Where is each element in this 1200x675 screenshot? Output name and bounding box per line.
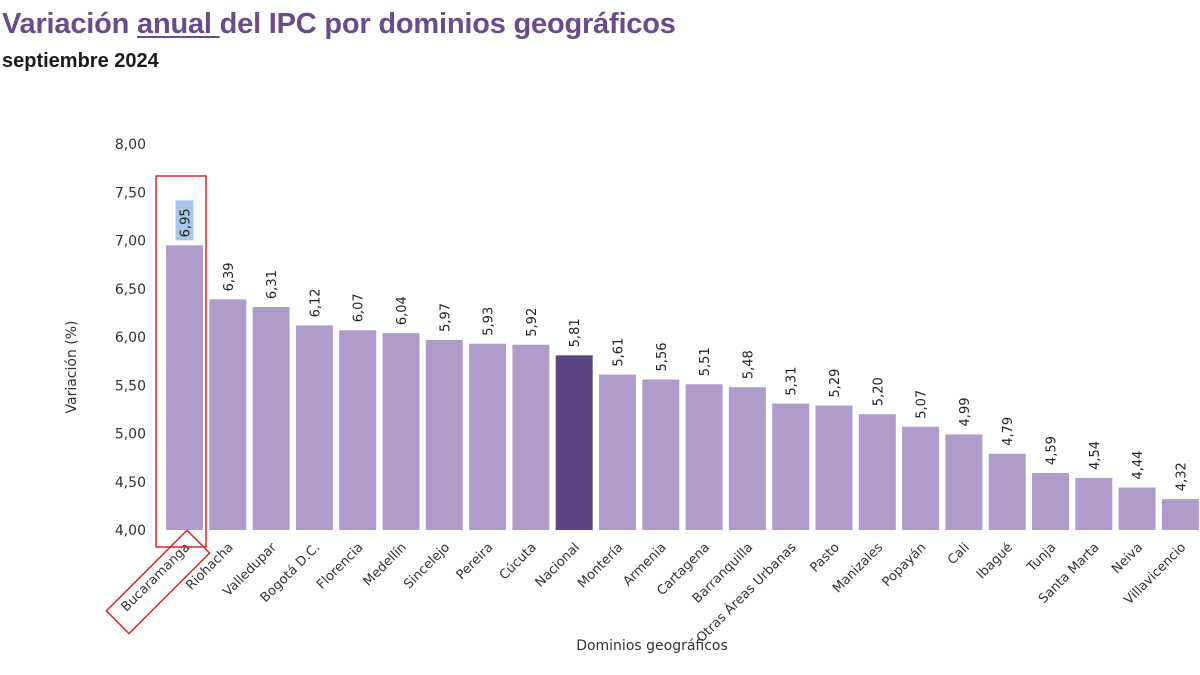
x-axis-title: Dominios geográficos xyxy=(576,638,728,654)
value-label: 4,32 xyxy=(1174,462,1189,491)
y-tick-label: 5,00 xyxy=(115,427,146,443)
bar xyxy=(512,344,550,530)
category-label: Neiva xyxy=(1109,540,1146,577)
value-label: 5,93 xyxy=(482,307,497,336)
value-label: 5,97 xyxy=(438,303,453,332)
category-label: Popayán xyxy=(880,540,930,590)
value-label: 4,54 xyxy=(1088,441,1103,470)
value-label: 4,44 xyxy=(1131,451,1146,480)
y-tick-label: 6,00 xyxy=(115,330,146,346)
value-label: 5,51 xyxy=(698,347,713,376)
bar-annotation-box xyxy=(155,175,207,548)
value-label: 4,59 xyxy=(1045,436,1060,465)
value-label: 4,79 xyxy=(1001,417,1016,446)
bar xyxy=(685,384,723,530)
y-tick-label: 8,00 xyxy=(115,137,146,153)
category-label: Bucaramanga xyxy=(119,540,194,615)
category-label: Nacional xyxy=(533,540,583,590)
bar xyxy=(1161,499,1199,530)
bar xyxy=(988,453,1026,530)
bar xyxy=(555,355,593,530)
bar xyxy=(945,434,983,530)
y-tick-label: 5,50 xyxy=(115,378,146,394)
value-label: 5,31 xyxy=(785,367,800,396)
bar xyxy=(902,426,940,530)
y-tick-label: 7,00 xyxy=(115,234,146,250)
value-label: 6,95 xyxy=(179,208,194,237)
chart-title: Variación anual del IPC por dominios geo… xyxy=(2,8,676,41)
bar xyxy=(252,307,290,530)
y-axis-title: Variación (%) xyxy=(64,321,80,414)
value-label: 5,20 xyxy=(871,377,886,406)
bar xyxy=(382,333,420,530)
value-label: 6,12 xyxy=(308,288,323,317)
bar xyxy=(815,405,853,530)
value-label: 5,29 xyxy=(828,369,843,398)
bar xyxy=(599,374,636,530)
value-label: 5,56 xyxy=(655,343,670,372)
value-label: 6,07 xyxy=(352,293,367,322)
category-label: Pereira xyxy=(454,540,497,583)
category-label: Montería xyxy=(575,540,626,591)
bar xyxy=(425,339,463,530)
y-tick-label: 4,50 xyxy=(115,475,146,491)
bar xyxy=(166,245,203,530)
category-label: Ibagué xyxy=(974,540,1016,582)
bar xyxy=(1075,477,1113,530)
category-label: Pasto xyxy=(807,540,842,575)
title-part-1: Variación xyxy=(2,8,138,40)
category-label: Florencia xyxy=(314,540,366,592)
bar xyxy=(209,299,247,530)
value-label-highlight xyxy=(175,200,194,241)
y-tick-label: 6,50 xyxy=(115,282,146,298)
category-label: Cali xyxy=(945,540,973,568)
y-tick-label: 4,00 xyxy=(115,523,146,539)
bar xyxy=(1118,487,1156,530)
chart-subtitle: septiembre 2024 xyxy=(2,50,159,72)
bar xyxy=(642,379,680,530)
bar xyxy=(858,414,896,530)
category-label: Sincelejo xyxy=(401,540,453,592)
category-label: Tunja xyxy=(1024,540,1059,575)
bar xyxy=(295,325,333,530)
value-label: 4,99 xyxy=(958,398,973,427)
bar xyxy=(1032,473,1069,530)
bar xyxy=(728,387,766,530)
value-label: 5,92 xyxy=(525,308,540,337)
category-annotation-box xyxy=(105,529,211,635)
y-tick-label: 7,50 xyxy=(115,185,146,201)
category-label: Cúcuta xyxy=(497,540,540,583)
value-label: 5,81 xyxy=(568,318,583,347)
value-label: 6,04 xyxy=(395,296,410,325)
value-label: 5,48 xyxy=(741,350,756,379)
value-label: 6,39 xyxy=(222,262,237,291)
bar xyxy=(339,330,377,530)
bar xyxy=(469,343,507,530)
title-underlined-word: anual xyxy=(137,8,220,40)
value-label: 6,31 xyxy=(265,270,280,299)
value-label: 5,61 xyxy=(612,338,627,367)
value-label: 5,07 xyxy=(915,390,930,419)
title-part-2: del IPC por dominios geográficos xyxy=(219,8,676,40)
bar xyxy=(772,403,810,530)
